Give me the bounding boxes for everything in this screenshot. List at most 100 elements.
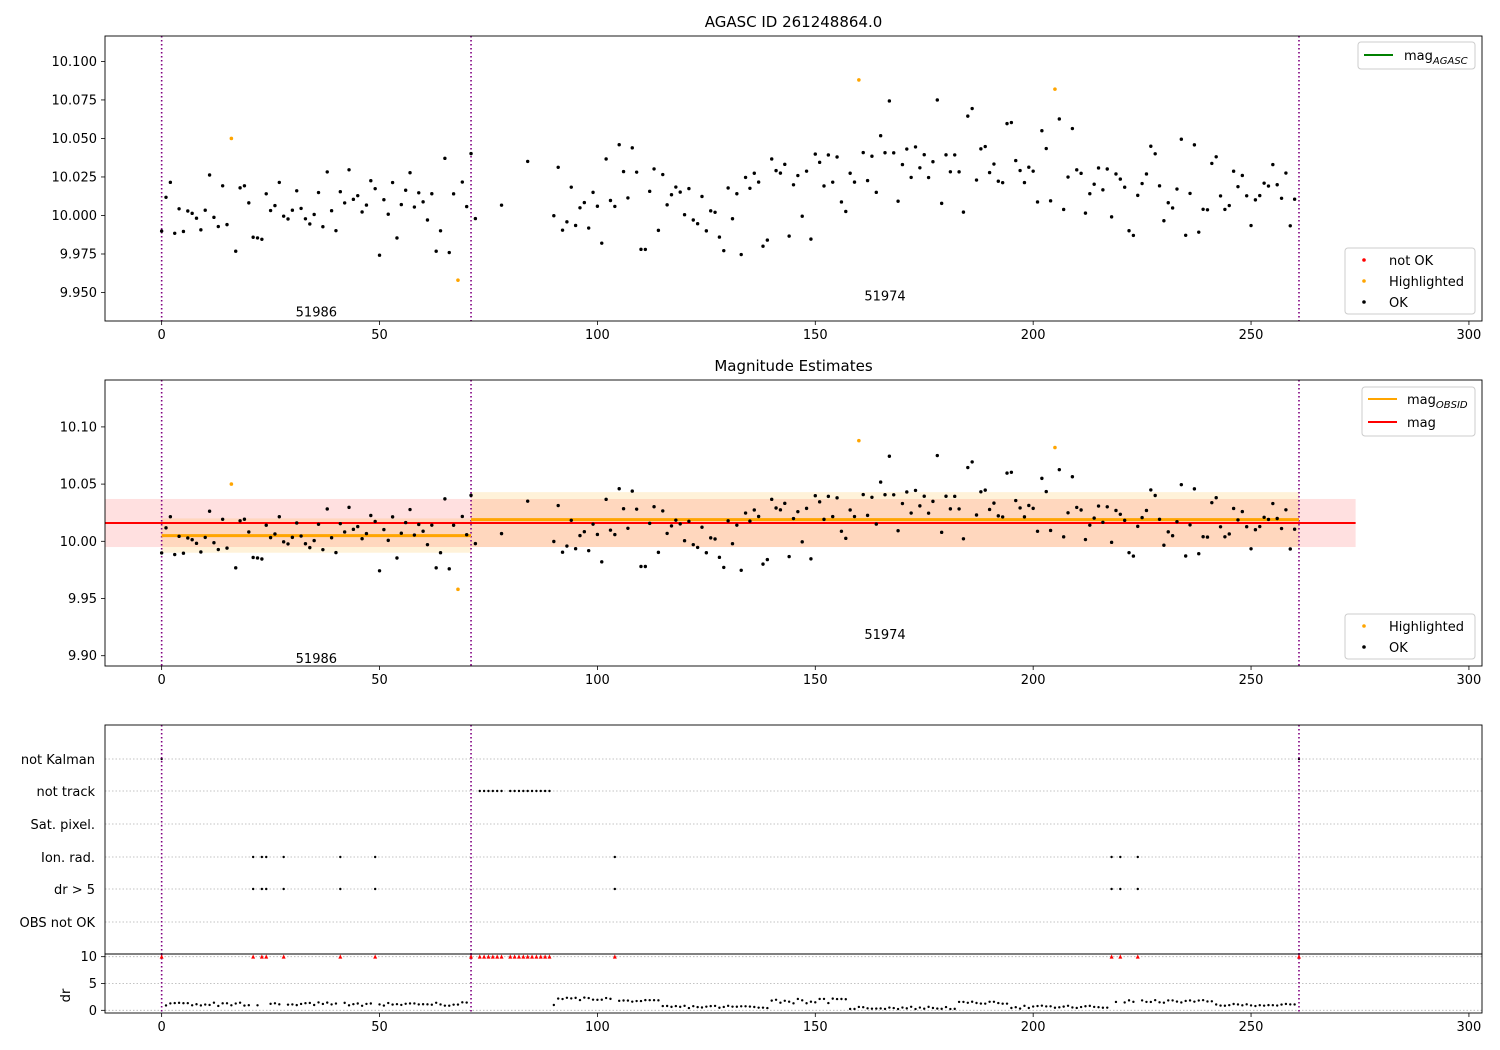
dr-clipped-marker <box>264 954 269 959</box>
agasc-xtick-label: 0 <box>158 328 166 343</box>
dr-point <box>1162 1001 1166 1004</box>
legend-marker-swatch <box>1362 279 1366 283</box>
ok-point <box>277 515 282 519</box>
ok-point <box>1162 219 1166 223</box>
ok-point <box>438 229 443 233</box>
ok-point <box>377 569 382 573</box>
dr-point <box>1123 1001 1126 1004</box>
magnitude-estimates-panel: Magnitude Estimates 51986 51974 0 50 100 150 20… <box>60 357 1483 688</box>
highlighted-point <box>229 482 234 486</box>
flag-point <box>339 855 342 859</box>
ok-point <box>434 566 438 570</box>
ok-point <box>1192 487 1197 491</box>
dr-point <box>164 1004 168 1007</box>
ok-point <box>613 204 617 209</box>
dr-point <box>1027 1006 1031 1010</box>
dr-ytick-label: 5 <box>89 977 97 992</box>
ok-point <box>1079 508 1083 512</box>
agasc-panel: AGASC ID 261248864.0 51986 51974 0 50 100 150 2… <box>52 13 1483 343</box>
ok-point <box>159 229 164 233</box>
ok-point <box>652 505 656 509</box>
ok-point <box>1009 120 1014 125</box>
ok-point <box>1218 194 1223 198</box>
dr-point <box>604 996 608 1000</box>
ok-point <box>430 192 434 196</box>
magest-xtick-label: 300 <box>1457 673 1482 688</box>
dr-point <box>587 996 590 1000</box>
ok-point <box>264 192 268 196</box>
ok-point <box>225 222 229 227</box>
ok-point <box>194 541 199 546</box>
dr-point <box>713 1004 717 1008</box>
ok-point <box>1258 524 1262 529</box>
flag-point <box>339 887 342 891</box>
dr-point <box>774 998 778 1001</box>
ok-point <box>190 211 194 216</box>
flag-label: OBS not OK <box>20 916 96 931</box>
ok-point <box>844 209 848 214</box>
ok-point <box>1214 496 1218 500</box>
ok-point <box>783 501 787 506</box>
dr-point <box>652 998 656 1002</box>
ok-point <box>1288 224 1292 228</box>
ok-point <box>560 228 565 232</box>
flag-point <box>482 789 486 793</box>
dr-point <box>404 1002 407 1005</box>
ok-point <box>800 540 804 544</box>
flags-panel: not Kalman not track Sat. pixel. Ion. rad. d… <box>20 724 1483 955</box>
agasc-xtick-label: 250 <box>1239 328 1264 343</box>
ok-point <box>1170 206 1175 210</box>
ok-point <box>1179 137 1184 141</box>
dr-point <box>195 1003 198 1006</box>
ok-point <box>739 568 743 573</box>
ok-point <box>1179 482 1184 487</box>
ok-point <box>447 567 451 571</box>
ok-point <box>1096 166 1101 170</box>
dr-point <box>199 1004 203 1007</box>
dr-point <box>670 1005 673 1009</box>
ok-point <box>961 210 966 214</box>
dr-point <box>269 1002 272 1006</box>
dr-clipped-marker <box>525 954 530 959</box>
ok-point <box>839 200 844 204</box>
dr-panel: 0 50 100 150 200 250 300 0 5 10 dr <box>59 950 1483 1035</box>
dr-point <box>1040 1004 1044 1007</box>
magest-ytick-label: 10.00 <box>60 535 97 550</box>
ok-point <box>1131 233 1136 238</box>
ok-point <box>987 507 992 512</box>
ok-point <box>525 499 530 503</box>
ok-point <box>582 200 587 205</box>
ok-point <box>312 538 316 543</box>
ok-point <box>586 226 591 230</box>
ok-point <box>469 151 473 156</box>
ok-point <box>883 151 887 155</box>
legend-marker-label: not OK <box>1389 254 1434 269</box>
ok-point <box>669 193 674 197</box>
dr-clipped-marker <box>482 954 487 959</box>
ok-point <box>329 536 334 540</box>
dr-clipped-marker <box>543 954 548 959</box>
dr-point <box>243 1004 246 1007</box>
ok-point <box>212 540 216 545</box>
dr-point <box>1066 1004 1070 1008</box>
ok-point <box>900 162 905 167</box>
legend-marker-swatch <box>1362 258 1366 262</box>
legend-line-label: magAGASC <box>1404 49 1468 67</box>
dr-point <box>692 1004 695 1008</box>
dr-clipped-marker <box>477 954 482 959</box>
flag-label: Ion. rad. <box>41 851 95 866</box>
dr-point <box>360 1004 364 1007</box>
ok-point <box>813 152 817 156</box>
ok-point <box>325 170 329 174</box>
magest-xtick-label: 50 <box>371 673 388 688</box>
ok-point <box>386 212 390 216</box>
ok-point <box>752 508 756 512</box>
ok-point <box>417 191 421 195</box>
ok-point <box>1279 526 1284 531</box>
ok-point <box>377 253 382 257</box>
dr-point <box>1140 999 1144 1002</box>
ok-point <box>1227 203 1231 208</box>
ok-point <box>290 535 295 540</box>
ok-point <box>617 142 621 147</box>
